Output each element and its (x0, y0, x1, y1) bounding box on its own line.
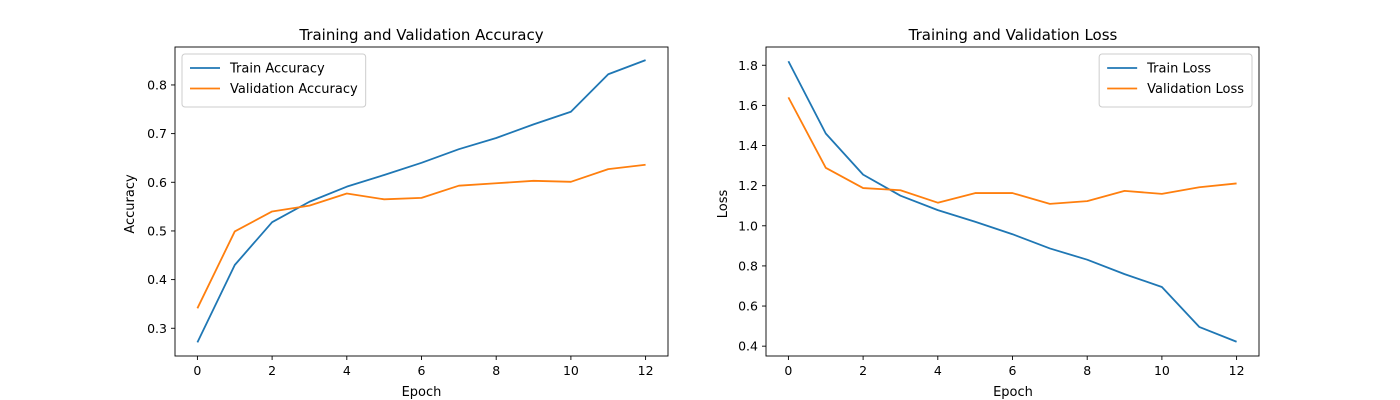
x-tick-label: 0 (784, 363, 792, 378)
y-tick-label: 0.4 (147, 272, 167, 287)
y-tick-label: 1.6 (738, 98, 758, 113)
x-tick-label: 0 (193, 363, 201, 378)
y-tick-label: 0.8 (147, 77, 167, 92)
y-tick-label: 0.6 (738, 299, 758, 314)
x-tick-label: 2 (859, 363, 867, 378)
x-tick-label: 6 (418, 363, 426, 378)
x-axis-label: Epoch (993, 385, 1033, 400)
series-line-validation (196, 163, 646, 309)
accuracy-chart: Training and Validation Accuracy Epoch A… (123, 26, 669, 400)
y-tick-label: 1.4 (738, 138, 758, 153)
series-line-train (787, 60, 1237, 343)
ticks: 0 2 4 6 8 10 12 0.4 0.6 0.8 1.0 1.2 1.4 1.6 1.8 (738, 58, 1244, 378)
loss-chart: Training and Validation Loss Epoch Loss … (716, 26, 1260, 400)
legend: Train Loss Validation Loss (1098, 53, 1253, 108)
x-tick-label: 2 (268, 363, 276, 378)
series-lines (787, 60, 1237, 343)
plot-frame (174, 46, 669, 357)
legend-label: Validation Accuracy (230, 82, 358, 97)
series-line-train (196, 59, 646, 343)
series-line-validation (787, 96, 1237, 205)
y-tick-label: 0.4 (738, 339, 758, 354)
ticks: 0 2 4 6 8 10 12 0.3 0.4 0.5 0.6 0.7 0.8 (147, 77, 653, 378)
y-tick-label: 0.8 (738, 258, 758, 273)
legend-box (181, 53, 367, 108)
plot-frame (765, 46, 1260, 357)
y-tick-label: 1.0 (738, 218, 758, 233)
y-tick-label: 0.6 (147, 175, 167, 190)
legend-box (1098, 53, 1253, 108)
y-tick-label: 1.8 (738, 58, 758, 73)
x-axis-label: Epoch (402, 385, 442, 400)
x-tick-label: 8 (1083, 363, 1091, 378)
x-tick-label: 10 (563, 363, 579, 378)
y-tick-label: 0.7 (147, 126, 167, 141)
x-tick-label: 8 (492, 363, 500, 378)
y-axis-label: Accuracy (123, 174, 138, 234)
chart-title: Training and Validation Loss (908, 26, 1118, 44)
x-tick-label: 4 (934, 363, 942, 378)
x-tick-label: 6 (1009, 363, 1017, 378)
legend-label: Train Loss (1146, 62, 1211, 77)
series-lines (196, 59, 646, 343)
legend-label: Train Accuracy (229, 62, 325, 77)
legend: Train Accuracy Validation Accuracy (181, 53, 367, 108)
y-tick-label: 0.5 (147, 223, 167, 238)
chart-title: Training and Validation Accuracy (298, 26, 543, 44)
x-tick-label: 12 (1229, 363, 1245, 378)
x-tick-label: 4 (343, 363, 351, 378)
y-tick-label: 1.2 (738, 178, 758, 193)
x-tick-label: 12 (638, 363, 654, 378)
x-tick-label: 10 (1154, 363, 1170, 378)
legend-label: Validation Loss (1147, 82, 1244, 97)
y-axis-label: Loss (716, 190, 731, 219)
y-tick-label: 0.3 (147, 321, 167, 336)
